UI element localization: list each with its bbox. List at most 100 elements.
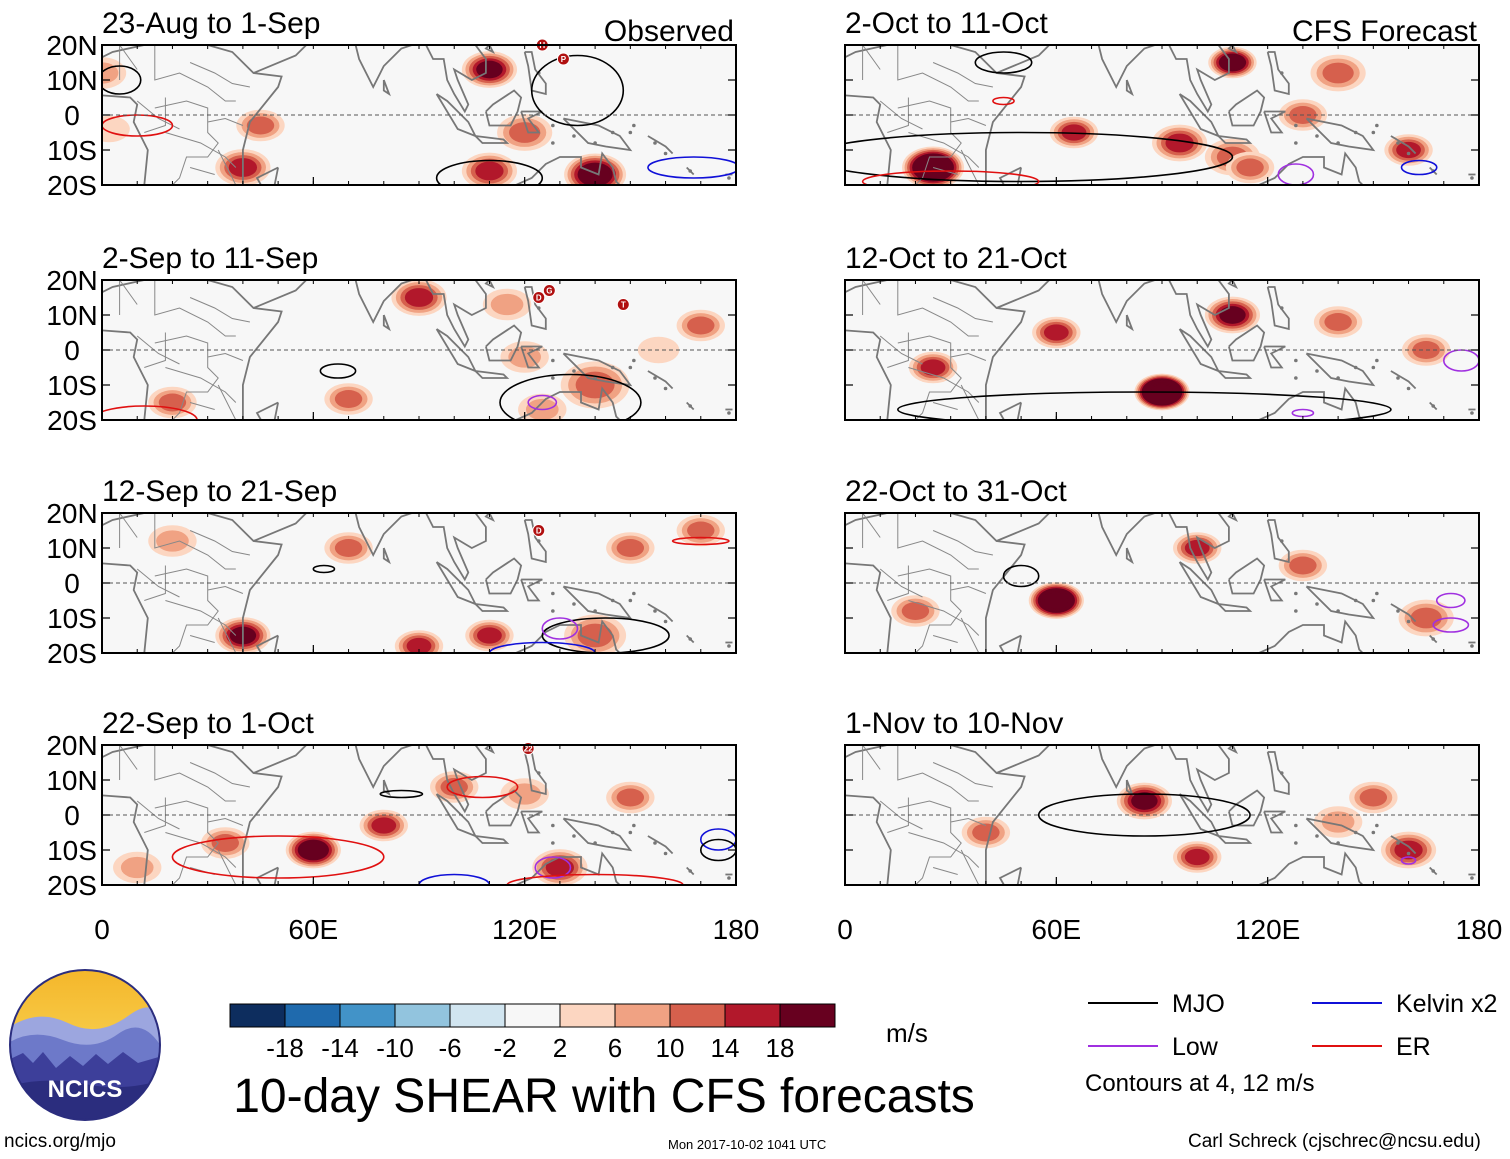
shear-blob <box>334 539 363 557</box>
island <box>663 619 668 624</box>
coastline <box>1305 117 1376 152</box>
country-border <box>154 568 219 653</box>
island <box>1375 123 1379 128</box>
y-tick-label: 10S <box>47 603 97 634</box>
island <box>727 176 731 180</box>
land-outlines <box>845 745 1476 885</box>
coastline <box>484 45 496 55</box>
country-border <box>119 45 138 80</box>
island <box>628 365 633 370</box>
shear-blob <box>1289 556 1317 575</box>
colorbar-swatch <box>339 1003 396 1028</box>
coastline <box>1256 619 1365 653</box>
mjo-contour <box>530 54 625 127</box>
wave-contours <box>1002 564 1470 633</box>
island <box>1396 141 1400 145</box>
island <box>632 823 636 828</box>
island <box>663 851 668 856</box>
colorbar-tick-label: 18 <box>766 1033 795 1063</box>
colorbar-swatch <box>559 1003 616 1028</box>
island <box>1470 644 1474 648</box>
legend-item: ER <box>1312 1033 1431 1061</box>
country-border <box>217 849 237 885</box>
shear-blob <box>1359 788 1388 807</box>
coastline <box>1077 745 1156 789</box>
colorbar-swatch <box>229 1003 286 1028</box>
website-link[interactable]: ncics.org/mjo <box>4 1131 116 1152</box>
country-border <box>960 849 980 885</box>
country-border <box>165 600 237 636</box>
coastline <box>562 817 633 852</box>
shear-blob <box>920 359 946 376</box>
coastline <box>1256 386 1365 420</box>
coastline <box>1125 779 1134 797</box>
coastline <box>485 789 523 827</box>
coastline <box>1178 561 1221 606</box>
panel-p5: 2-Oct to 11-Oct CFS Forecast <box>844 7 1480 186</box>
storm-icon <box>542 284 556 297</box>
country-border <box>207 817 244 826</box>
island <box>551 823 555 828</box>
country-border <box>879 800 923 830</box>
mjo-contour <box>319 363 357 379</box>
island <box>1336 609 1340 613</box>
shear-blob <box>1410 607 1442 629</box>
shear-blob <box>616 539 645 557</box>
shear-blob <box>490 293 524 316</box>
coastline <box>1227 745 1239 755</box>
shear-blob <box>1394 840 1423 860</box>
ncics-logo: NCICS <box>9 969 161 1121</box>
land-outlines <box>845 513 1476 653</box>
island <box>1315 602 1319 606</box>
island <box>536 771 541 775</box>
island <box>1353 365 1358 370</box>
island <box>663 151 668 156</box>
coastline <box>1266 751 1290 796</box>
country-border <box>862 513 881 548</box>
island <box>1396 609 1400 613</box>
colorbar-tick-label: -14 <box>321 1033 359 1063</box>
coastline <box>996 745 1050 774</box>
coastline <box>1305 817 1376 852</box>
island <box>572 134 576 138</box>
coastline <box>513 151 622 185</box>
shear-blob <box>102 62 119 84</box>
coastline <box>998 866 1022 885</box>
island <box>1353 598 1358 603</box>
panel-frame <box>101 744 737 886</box>
panel-tag: Observed <box>604 15 734 48</box>
shear-blob <box>508 783 542 805</box>
coastline <box>523 751 547 796</box>
island <box>632 591 636 596</box>
country-border <box>144 97 166 133</box>
coastline <box>1227 45 1239 55</box>
panel-p4: 22 22-Sep to 1-Oct <box>101 707 737 886</box>
coastline <box>998 166 1022 185</box>
coastline <box>1390 603 1417 623</box>
country-border <box>189 62 250 88</box>
coastline <box>1168 280 1230 349</box>
island <box>572 369 576 373</box>
coastline <box>485 324 523 362</box>
island <box>1470 876 1474 880</box>
mjo-contour <box>379 789 424 799</box>
coastline <box>425 745 487 814</box>
colorbar-tick-label: -18 <box>266 1033 304 1063</box>
island <box>1470 411 1474 415</box>
panel-p3: D 12-Sep to 21-Sep <box>101 475 737 654</box>
coastline <box>1305 585 1376 620</box>
country-border <box>154 513 236 570</box>
country-border <box>217 149 237 185</box>
mjo-contour <box>1037 793 1251 837</box>
shear-blob <box>211 834 239 852</box>
shear-blob <box>687 316 715 335</box>
country-border <box>154 280 236 337</box>
coastline <box>334 45 413 89</box>
panel-p7: 22-Oct to 31-Oct <box>844 475 1480 654</box>
shear-blob <box>1221 55 1244 70</box>
coastline <box>253 45 307 74</box>
coastline <box>425 280 487 349</box>
author-credit: Carl Schreck (cjschrec@ncsu.edu) <box>1188 1131 1481 1152</box>
island <box>1294 123 1298 128</box>
